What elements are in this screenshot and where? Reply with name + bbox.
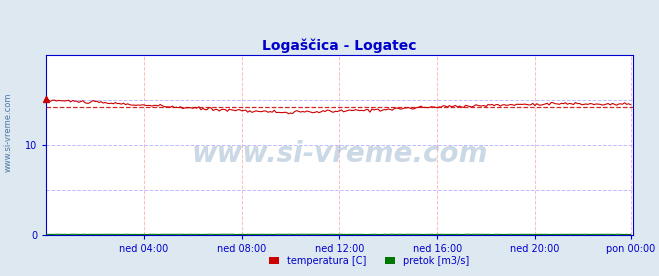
Legend: temperatura [C], pretok [m3/s]: temperatura [C], pretok [m3/s] xyxy=(265,252,473,270)
Text: www.si-vreme.com: www.si-vreme.com xyxy=(4,93,13,172)
Title: Logaščica - Logatec: Logaščica - Logatec xyxy=(262,38,416,53)
Text: www.si-vreme.com: www.si-vreme.com xyxy=(191,140,488,168)
